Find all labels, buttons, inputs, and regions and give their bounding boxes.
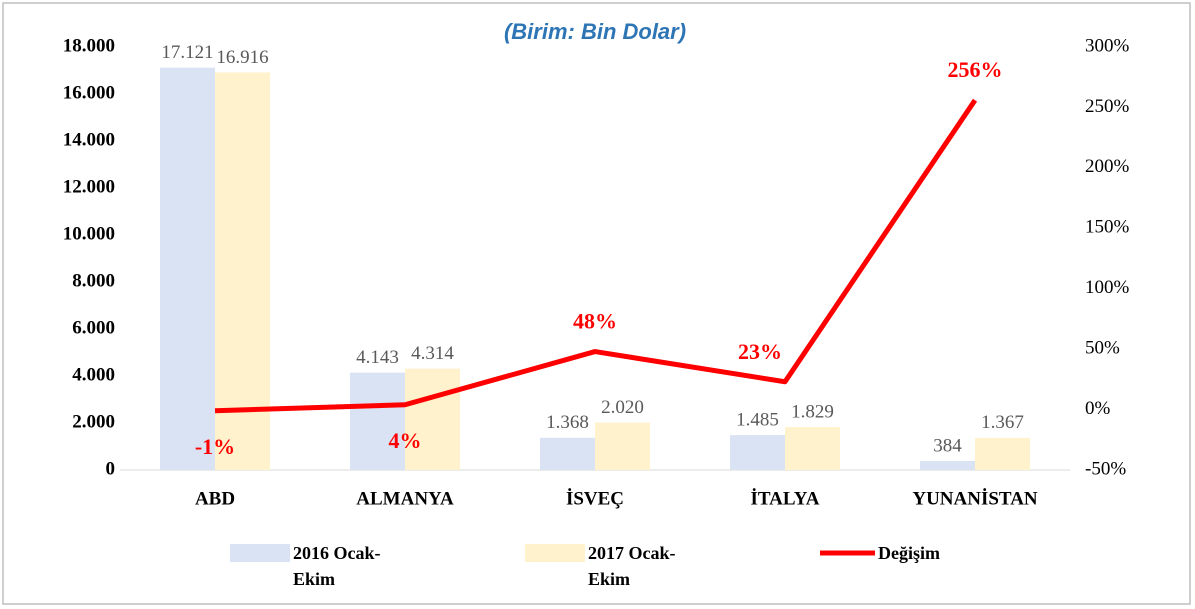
y2-tick-label: 150% (1085, 217, 1130, 238)
y-tick-label: 0 (106, 458, 116, 479)
line-value-label: 4% (389, 428, 422, 453)
bar-value-label: 17.121 (161, 42, 213, 63)
y-tick-label: 14.000 (63, 129, 115, 150)
x-tick-label: ABD (195, 488, 235, 509)
y2-tick-label: -50% (1085, 458, 1126, 479)
legend-label: 2016 Ocak-Ekim (293, 543, 381, 589)
y2-tick-label: 50% (1085, 338, 1120, 359)
y-tick-label: 12.000 (63, 176, 115, 197)
bar (975, 437, 1030, 470)
bar (350, 372, 405, 470)
y2-tick-label: 200% (1085, 156, 1130, 177)
line-value-label: 48% (573, 309, 617, 334)
y-tick-label: 8.000 (72, 270, 115, 291)
bar (215, 72, 270, 470)
chart-title: (Birim: Bin Dolar) (504, 19, 686, 44)
y2-tick-label: 250% (1085, 96, 1130, 117)
bar-value-label: 1.368 (546, 412, 589, 433)
y-tick-label: 18.000 (63, 35, 115, 56)
y2-tick-label: 100% (1085, 277, 1130, 298)
y2-tick-label: 300% (1085, 35, 1130, 56)
bar-value-label: 384 (933, 435, 962, 456)
y-tick-label: 10.000 (63, 223, 115, 244)
legend-label: Değişim (878, 543, 940, 563)
bar (160, 67, 215, 471)
y-tick-label: 2.000 (72, 411, 115, 432)
bar-value-label: 1.367 (981, 412, 1024, 433)
x-tick-label: YUNANİSTAN (912, 488, 1038, 509)
bar (540, 437, 595, 470)
line-value-label: 256% (948, 57, 1003, 82)
legend-label: 2017 Ocak-Ekim (588, 543, 676, 589)
y2-tick-label: 0% (1085, 398, 1111, 419)
y-tick-label: 16.000 (63, 82, 115, 103)
legend-swatch (525, 544, 585, 562)
line (214, 98, 978, 414)
bar-value-label: 1.485 (736, 409, 779, 430)
bar (595, 422, 650, 470)
line-value-label: 23% (738, 339, 782, 364)
bar (730, 435, 785, 470)
legend-swatch (230, 544, 290, 562)
x-tick-label: ALMANYA (356, 488, 454, 509)
y-tick-label: 6.000 (72, 317, 115, 338)
bar (785, 427, 840, 470)
bar-value-label: 4.143 (356, 347, 399, 368)
bar (920, 460, 975, 470)
x-tick-label: İSVEÇ (566, 488, 624, 509)
y-tick-label: 4.000 (72, 364, 115, 385)
bar-value-label: 4.314 (411, 343, 454, 364)
bar (405, 368, 460, 470)
x-tick-label: İTALYA (750, 488, 819, 509)
bar-value-label: 16.916 (216, 47, 268, 68)
bar-value-label: 2.020 (601, 397, 644, 418)
bar-value-label: 1.829 (791, 401, 834, 422)
line-value-label: -1% (195, 434, 235, 459)
